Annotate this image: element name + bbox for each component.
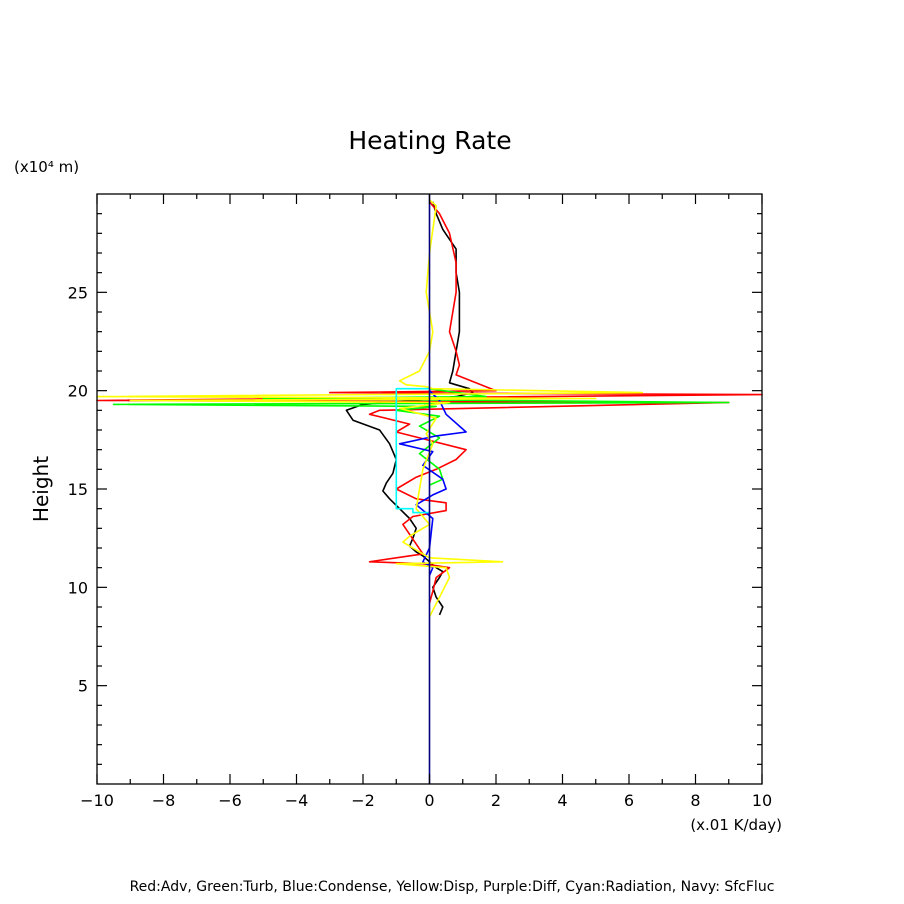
legend-text: Red:Adv, Green:Turb, Blue:Condense, Yell… <box>130 879 775 895</box>
x-tick-label: −6 <box>218 791 242 810</box>
x-tick-label: −10 <box>80 791 114 810</box>
series-line-5 <box>395 387 430 514</box>
series-layer <box>96 194 763 784</box>
x-tick-label: 8 <box>690 791 700 810</box>
x-tick-label: −4 <box>285 791 309 810</box>
x-tick-label: 2 <box>491 791 501 810</box>
y-tick-label: 10 <box>68 578 88 597</box>
x-axis-label: (x.01 K/day) <box>690 816 782 834</box>
x-tick-label: −8 <box>152 791 176 810</box>
series-line-4 <box>96 199 644 618</box>
x-tick-labels: −10 −8 −6 −4 −2 0 2 4 6 8 10 <box>80 791 772 810</box>
y-axis-unit: (x10⁴ m) <box>14 158 79 176</box>
series-line-1 <box>96 201 763 604</box>
x-tick-label: −2 <box>351 791 375 810</box>
y-axis-label: Height <box>29 456 53 522</box>
y-tick-label: 15 <box>68 480 88 499</box>
series-line-3 <box>398 390 467 576</box>
x-tick-label: 6 <box>624 791 634 810</box>
y-tick-label: 20 <box>68 382 88 401</box>
x-tick-label: 10 <box>752 791 772 810</box>
y-tick-label: 5 <box>78 677 88 696</box>
series-line-2 <box>112 387 730 486</box>
chart-title: Heating Rate <box>348 126 511 155</box>
x-tick-label: 0 <box>424 791 434 810</box>
x-tick-label: 4 <box>557 791 567 810</box>
axes <box>96 193 763 785</box>
y-tick-label: 25 <box>68 283 88 302</box>
y-tick-labels: 5 10 15 20 25 <box>68 283 88 695</box>
